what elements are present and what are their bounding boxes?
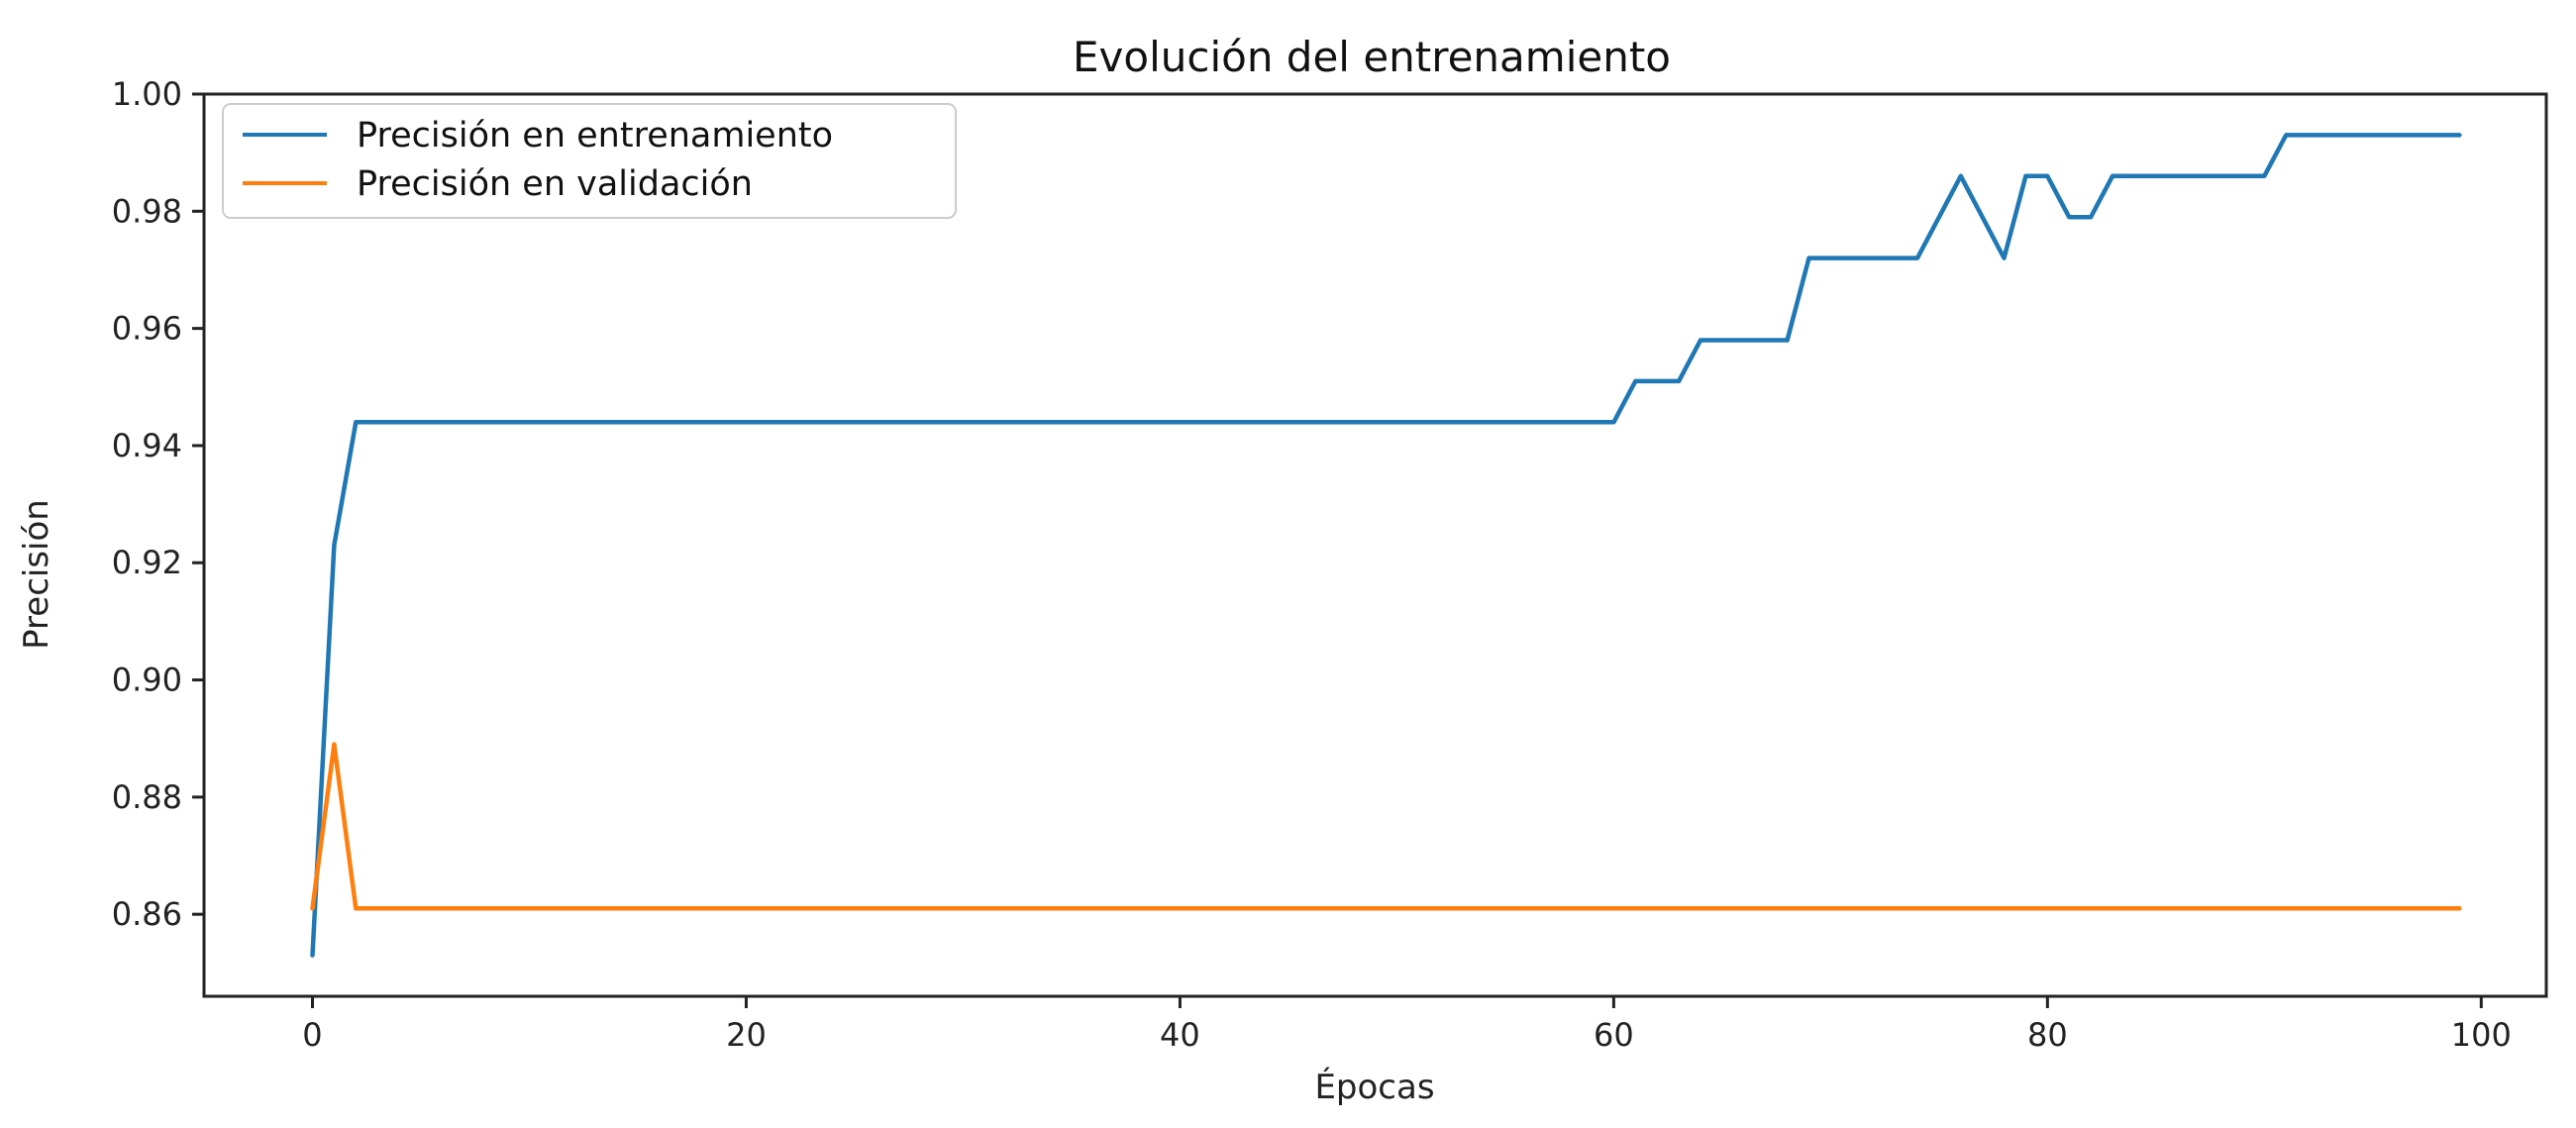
x-tick-label: 20 [726,1016,767,1054]
series-line-training [310,133,2462,958]
x-tick-label: 60 [1594,1016,1634,1054]
series-layer [310,133,2462,958]
legend: Precisión en entrenamiento Precisión en … [222,103,957,219]
plot-area [202,92,2548,998]
legend-label-training: Precisión en entrenamiento [357,116,833,155]
series-line-validation [310,742,2462,911]
x-axis-label: Épocas [1314,1067,1434,1107]
y-tick-label: 0.90 [112,662,182,699]
y-tick-label: 0.96 [112,310,182,348]
x-tick-label: 0 [302,1016,322,1054]
legend-box [222,103,957,219]
legend-label-validation: Precisión en validación [357,164,753,204]
y-axis-label: Precisión [17,499,56,650]
y-tick-label: 1.00 [112,75,182,113]
y-axis: 0.86 0.88 0.90 0.92 0.94 0.96 0.98 1.00 [112,75,204,933]
y-tick-label: 0.98 [112,192,182,230]
chart-title: Evolución del entrenamiento [1073,33,1671,81]
y-tick-label: 0.86 [112,895,182,933]
y-tick-label: 0.94 [112,427,182,464]
x-axis: 0 20 40 60 80 100 [302,996,2512,1054]
x-tick-label: 100 [2451,1016,2512,1054]
x-tick-label: 80 [2027,1016,2068,1054]
x-tick-label: 40 [1160,1016,1200,1054]
y-tick-label: 0.88 [112,778,182,816]
y-tick-label: 0.92 [112,544,182,581]
